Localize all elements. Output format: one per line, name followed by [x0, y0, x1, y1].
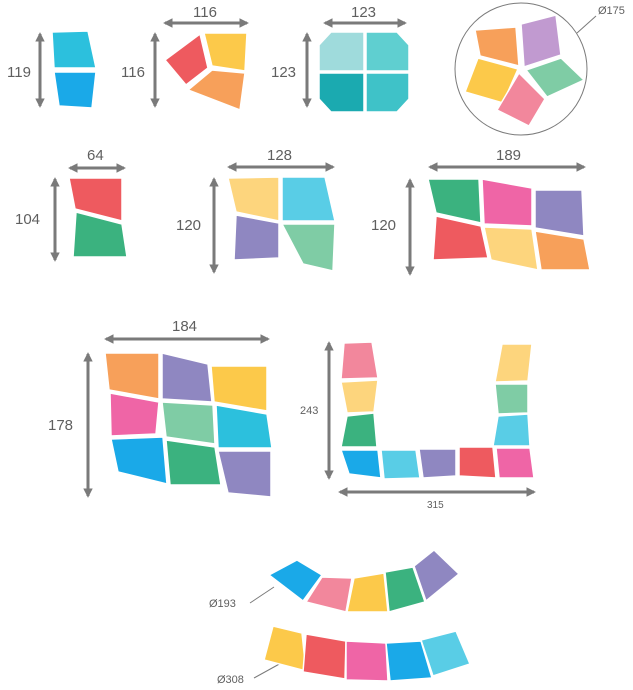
tile-orange[interactable]	[534, 230, 591, 271]
dim-label-height: 120	[176, 217, 201, 234]
tile-green[interactable]	[165, 439, 222, 486]
dim-label-width: 116	[193, 4, 217, 21]
layout-4-tiles-square: 128 120	[176, 147, 336, 274]
tile-blue[interactable]	[110, 436, 168, 485]
tile-yellow[interactable]	[203, 32, 248, 72]
tile-mint[interactable]	[281, 223, 336, 272]
tile-purple[interactable]	[217, 450, 272, 498]
tile-yellow[interactable]	[210, 365, 268, 412]
tile-red[interactable]	[302, 633, 347, 680]
tile-pink[interactable]	[305, 576, 353, 613]
layout-4-tiles-fan: 116 116	[121, 4, 249, 111]
tile-magenta[interactable]	[495, 447, 535, 479]
leader-line	[249, 586, 275, 604]
tile-teal-dark[interactable]	[318, 72, 365, 113]
tile-red[interactable]	[432, 215, 489, 261]
dim-label-height: 120	[371, 217, 396, 234]
dim-label-width: 315	[427, 500, 444, 511]
tile-blue[interactable]	[53, 71, 97, 109]
dim-label-height: 123	[271, 64, 296, 81]
dim-label-width: 189	[496, 147, 521, 164]
dim-label-height: 104	[15, 211, 40, 228]
leader-line	[253, 661, 284, 679]
tile-mint[interactable]	[494, 383, 529, 415]
dim-label-height: 243	[300, 405, 318, 417]
layout-arc-large: Ø308	[217, 625, 471, 686]
dim-label-width: 184	[172, 318, 197, 335]
tile-teal[interactable]	[365, 31, 410, 72]
tile-blue[interactable]	[268, 559, 323, 602]
tile-sky[interactable]	[420, 630, 471, 677]
dim-label-width: 64	[87, 147, 104, 164]
tile-pink[interactable]	[496, 72, 546, 127]
tile-sky[interactable]	[380, 449, 421, 480]
tile-red[interactable]	[68, 177, 123, 222]
dim-label-width: 128	[267, 147, 292, 164]
dim-label-diameter: Ø175	[598, 5, 625, 17]
tile-teal-mid[interactable]	[365, 72, 410, 113]
tile-yellow[interactable]	[346, 572, 389, 613]
tile-orange[interactable]	[104, 352, 160, 400]
tile-lilac[interactable]	[520, 14, 562, 68]
leader-line	[576, 15, 597, 34]
tile-blue[interactable]	[385, 640, 433, 682]
tile-purple[interactable]	[534, 189, 585, 237]
tile-sky[interactable]	[492, 413, 531, 447]
tile-magenta[interactable]	[109, 392, 160, 437]
dim-label-height: 119	[7, 64, 31, 81]
layout-5-tiles-circle: Ø175	[454, 2, 625, 136]
tile-magenta[interactable]	[481, 178, 533, 227]
layout-9-tiles: 184 178	[48, 318, 273, 498]
tile-cyan[interactable]	[51, 30, 97, 69]
tile-yellow-light[interactable]	[340, 379, 379, 414]
tile-blue[interactable]	[340, 449, 382, 479]
layout-2-tiles: 119	[7, 30, 97, 109]
tile-green[interactable]	[384, 566, 426, 613]
dim-label-diameter: Ø308	[217, 674, 244, 686]
dim-label-width: 123	[351, 4, 376, 21]
tile-red[interactable]	[458, 446, 497, 479]
tile-green[interactable]	[427, 178, 482, 224]
tile-yellow-light[interactable]	[483, 226, 539, 271]
tile-purple[interactable]	[413, 549, 460, 602]
tile-green[interactable]	[340, 412, 378, 448]
tile-purple[interactable]	[418, 448, 457, 479]
layout-u-shape: 243 315	[300, 341, 536, 511]
dim-label-diameter: Ø193	[209, 598, 236, 610]
dim-label-height: 178	[48, 417, 73, 434]
tile-orange[interactable]	[187, 69, 246, 111]
tile-yellow-light[interactable]	[227, 176, 280, 222]
outline-circle	[454, 2, 588, 136]
layout-2-tiles-stack: 64 104	[15, 147, 128, 262]
tile-cyan[interactable]	[215, 404, 273, 449]
dim-label-height: 116	[121, 64, 145, 81]
layout-arc-small: Ø193	[209, 549, 460, 613]
tile-mint[interactable]	[525, 57, 585, 98]
layout-6-tiles: 189 120	[371, 147, 591, 276]
tile-red[interactable]	[164, 33, 209, 86]
tile-orange[interactable]	[474, 26, 520, 67]
tile-yellow[interactable]	[263, 625, 307, 672]
tile-green[interactable]	[72, 211, 128, 258]
tile-teal-light[interactable]	[318, 31, 365, 72]
layout-4-tiles-octagon: 123 123	[271, 4, 410, 113]
tile-purple[interactable]	[233, 214, 280, 261]
tile-magenta[interactable]	[345, 640, 389, 682]
tile-sky[interactable]	[281, 176, 336, 222]
tile-pink[interactable]	[340, 341, 379, 380]
tile-yellow-light[interactable]	[494, 343, 533, 383]
tile-mint[interactable]	[161, 401, 216, 445]
tile-purple[interactable]	[161, 352, 213, 403]
